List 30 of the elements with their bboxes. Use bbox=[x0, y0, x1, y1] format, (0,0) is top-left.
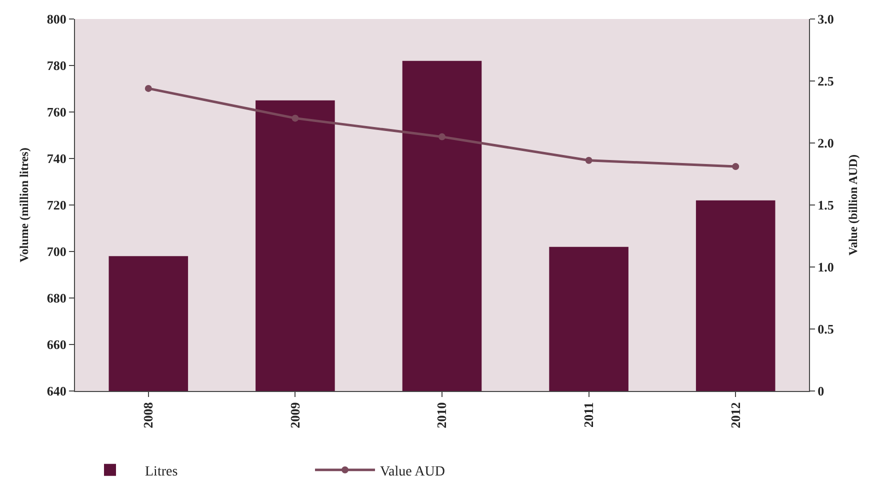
point bbox=[585, 156, 592, 164]
y-tick-label: 680 bbox=[46, 290, 66, 306]
y2-axis-title: Value (billion AUD) bbox=[846, 154, 860, 256]
y-tick-label: 640 bbox=[46, 384, 66, 399]
y2-tick-label: 1.5 bbox=[818, 198, 834, 213]
x-tick-label: 2011 bbox=[581, 402, 596, 428]
point bbox=[438, 133, 446, 140]
y2-tick-label: 0 bbox=[818, 384, 824, 399]
x-tick-label: 2012 bbox=[728, 402, 743, 428]
y-tick-label: 800 bbox=[46, 12, 66, 27]
legend-label: Value AUD bbox=[380, 464, 445, 480]
y-tick-label: 740 bbox=[46, 151, 66, 166]
y2-tick-label: 2.5 bbox=[818, 74, 834, 89]
y-tick-label: 660 bbox=[46, 337, 66, 352]
point bbox=[144, 84, 152, 92]
x-tick-label: 2009 bbox=[287, 402, 302, 428]
point bbox=[732, 163, 740, 170]
y-axis-title: Volume (million litres) bbox=[17, 148, 32, 262]
y2-tick-label: 2.0 bbox=[818, 136, 834, 151]
y-tick-label: 760 bbox=[46, 104, 66, 120]
y2-tick-label: 1.0 bbox=[818, 260, 834, 275]
y-tick-label: 720 bbox=[46, 198, 66, 213]
x-tick-label: 2008 bbox=[140, 402, 156, 428]
y2-tick-label: 3.0 bbox=[818, 12, 834, 27]
legend-label: Litres bbox=[145, 464, 178, 480]
y-tick-label: 700 bbox=[46, 244, 66, 260]
point bbox=[292, 114, 299, 122]
y-tick-label: 780 bbox=[46, 58, 66, 74]
y2-tick-label: 0.5 bbox=[818, 322, 834, 337]
x-tick-label: 2010 bbox=[434, 402, 450, 428]
